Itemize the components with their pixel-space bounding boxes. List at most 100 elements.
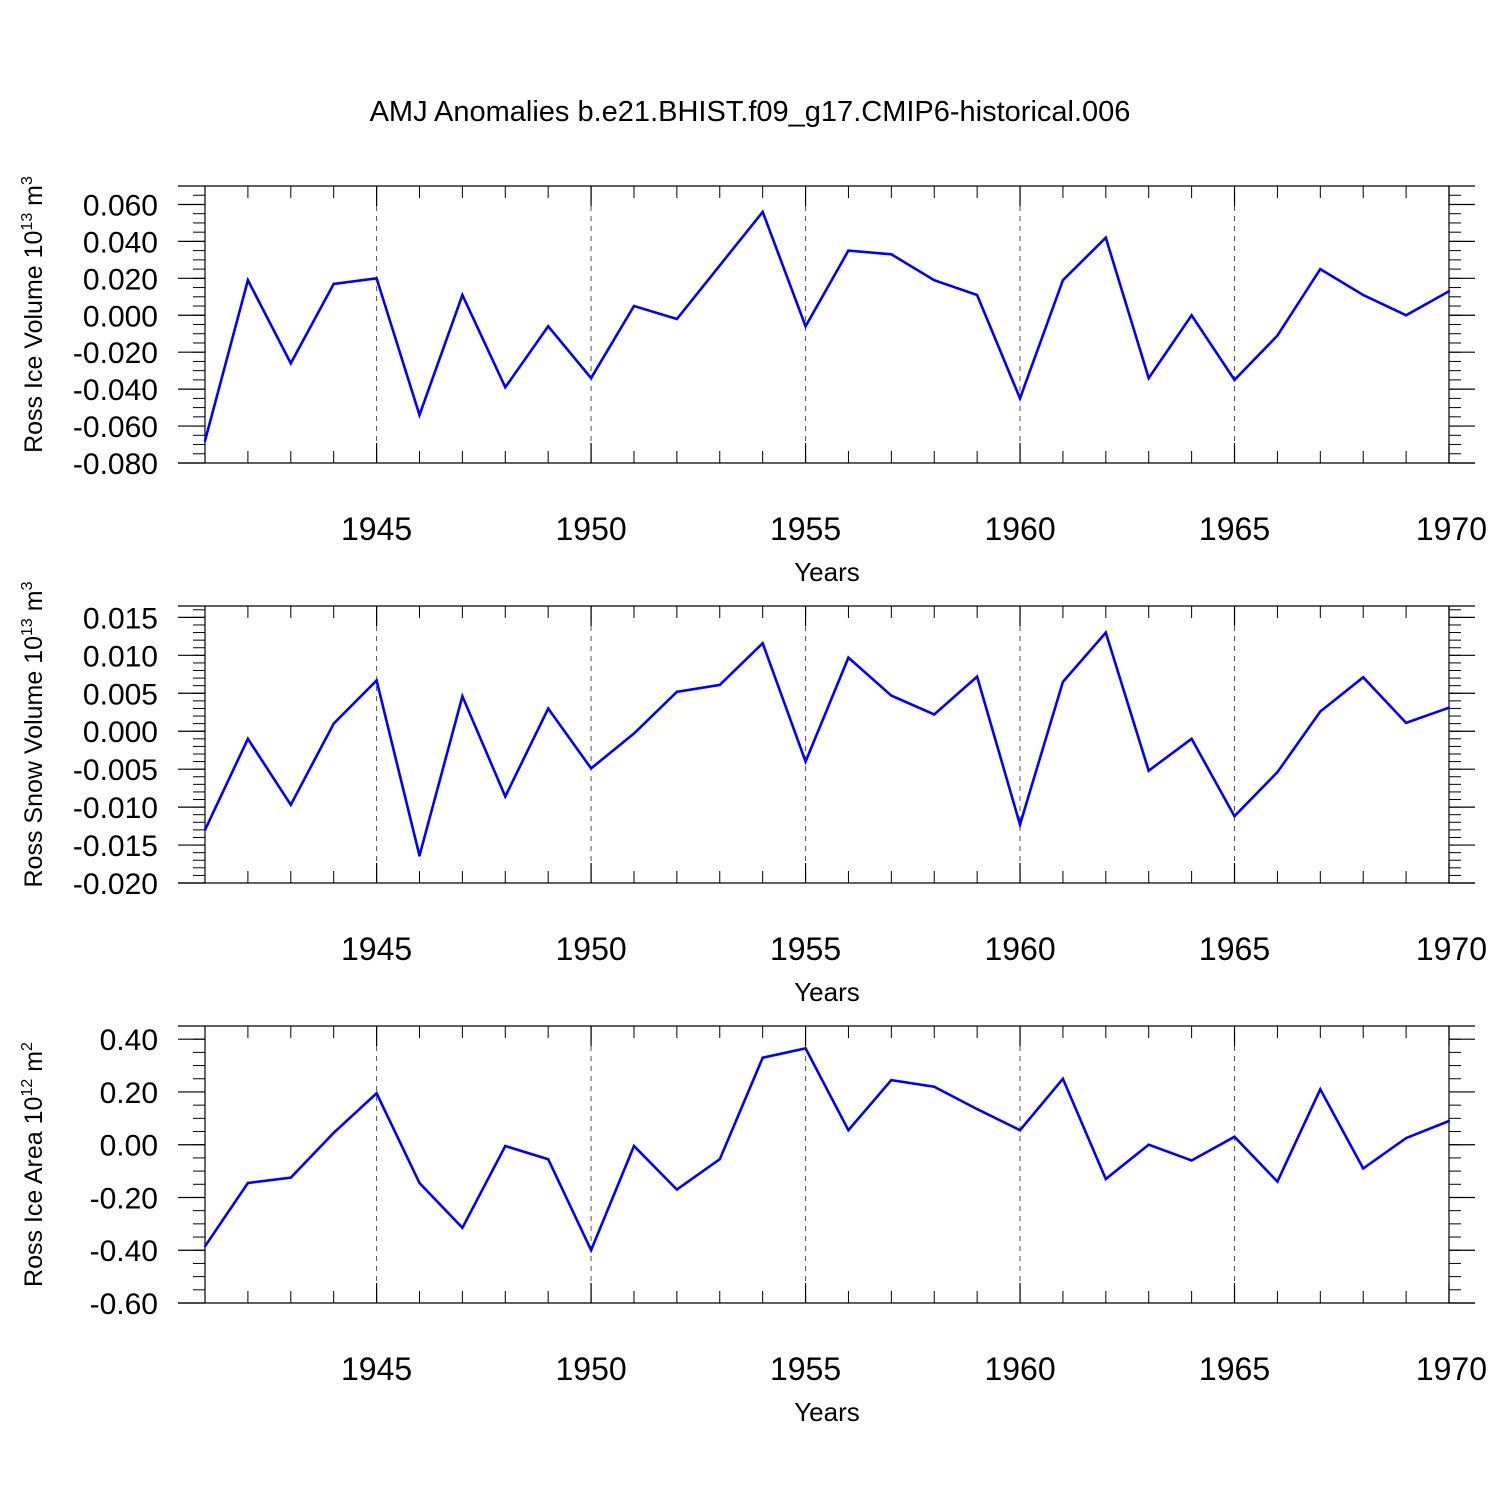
data-point	[332, 1131, 335, 1135]
data-point	[203, 439, 207, 443]
y-tick-label: -0.040	[73, 374, 158, 407]
y-tick-label: 0.040	[83, 226, 158, 259]
series-line	[203, 209, 1450, 442]
data-point	[675, 1188, 679, 1191]
data-point	[675, 690, 679, 693]
data-point	[1276, 1180, 1279, 1183]
x-tick-label: 1960	[984, 931, 1055, 967]
data-point	[546, 325, 550, 328]
x-tick-label: 1965	[1199, 931, 1270, 967]
y-tick-label: 0.40	[100, 1024, 158, 1057]
data-point	[847, 249, 850, 252]
series-line	[203, 629, 1450, 857]
y-tick-label: 0.060	[83, 189, 158, 222]
data-point	[375, 1092, 378, 1095]
data-point	[632, 304, 636, 308]
data-point	[1147, 376, 1150, 380]
data-point	[418, 413, 421, 417]
data-point	[1061, 1077, 1065, 1080]
y-tick-label: -0.015	[73, 830, 158, 863]
y-tick-label: 0.010	[83, 640, 158, 673]
data-point	[1018, 823, 1022, 826]
y-tick-label: 0.000	[83, 716, 158, 749]
y-tick-label: 0.005	[83, 678, 158, 711]
data-point	[933, 1085, 936, 1088]
x-tick-label: 1970	[1416, 931, 1487, 967]
data-point	[718, 683, 721, 687]
chart-title: AMJ Anomalies b.e21.BHIST.f09_g17.CMIP6-…	[369, 96, 1131, 128]
data-point	[1147, 769, 1150, 772]
data-point	[847, 656, 850, 659]
data-point	[890, 694, 893, 697]
data-point	[589, 1249, 593, 1252]
data-point	[1190, 1159, 1193, 1162]
data-point	[504, 386, 507, 389]
y-tick-label: -0.020	[73, 337, 158, 370]
data-point	[1018, 397, 1022, 400]
x-tick-label: 1955	[770, 931, 841, 967]
data-point	[804, 1047, 807, 1050]
data-point	[632, 732, 636, 735]
data-point	[289, 362, 292, 365]
y-axis-label: Ross Ice Area 1012 m2	[19, 1042, 48, 1287]
data-point	[933, 278, 936, 282]
data-point	[890, 1078, 893, 1082]
y-axis-label: Ross Ice Volume 1013 m3	[19, 176, 48, 453]
data-point	[375, 679, 378, 682]
data-point	[1319, 267, 1322, 271]
y-tick-label: 0.020	[83, 263, 158, 296]
x-axis-label: Years	[794, 1397, 860, 1427]
data-point	[1104, 236, 1108, 239]
data-point	[975, 1107, 979, 1111]
x-tick-label: 1960	[984, 1351, 1055, 1387]
data-point	[1447, 290, 1451, 293]
y-tick-label: -0.005	[73, 754, 158, 787]
data-point	[1276, 771, 1279, 774]
data-point	[1190, 314, 1193, 317]
data-point	[418, 854, 421, 857]
data-point	[332, 722, 335, 725]
chart-panel-3: -0.60 -0.40 -0.20 0.00 0.20 0.40 1945 1950 1955 1…	[19, 1024, 1487, 1427]
x-axis-label: Years	[794, 977, 860, 1007]
data-point	[718, 264, 721, 267]
data-point	[418, 1181, 421, 1185]
x-tick-label: 1960	[984, 511, 1055, 547]
data-point	[1362, 1167, 1365, 1170]
chart-panel-2: -0.020 -0.015 -0.010 -0.005 0.000 0.005 0.010 0…	[19, 581, 1487, 1007]
data-point	[1319, 1088, 1322, 1091]
data-point	[1447, 706, 1451, 709]
data-point	[504, 795, 507, 798]
data-point	[1233, 815, 1236, 818]
data-point	[1233, 378, 1236, 382]
data-point	[1190, 737, 1193, 741]
data-point	[1362, 676, 1365, 679]
data-point	[461, 293, 464, 297]
x-tick-label: 1945	[341, 511, 412, 547]
y-tick-label: -0.20	[90, 1182, 158, 1215]
x-tick-label: 1965	[1199, 511, 1270, 547]
data-point	[1362, 293, 1365, 297]
data-point	[1147, 1143, 1150, 1146]
data-point	[289, 803, 292, 807]
y-axis-label: Ross Snow Volume 1013 m3	[19, 581, 48, 887]
data-point	[804, 325, 807, 328]
data-point	[1276, 334, 1279, 337]
y-tick-label: -0.080	[73, 448, 158, 481]
data-point	[1061, 680, 1065, 684]
x-tick-label: 1965	[1199, 1351, 1270, 1387]
data-point	[289, 1176, 292, 1179]
chart-panel-1: -0.080 -0.060 -0.040 -0.020 0.000 0.020 0.040 0…	[19, 176, 1487, 587]
data-point	[461, 1226, 464, 1230]
data-point	[375, 277, 378, 280]
data-point	[632, 1144, 636, 1148]
data-point	[1404, 314, 1408, 317]
data-point	[546, 1158, 550, 1161]
data-point	[761, 210, 764, 214]
data-point	[847, 1129, 850, 1132]
x-axis-label: Years	[794, 557, 860, 587]
data-point	[203, 828, 207, 832]
y-tick-label: -0.60	[90, 1288, 158, 1321]
y-tick-label: -0.010	[73, 792, 158, 825]
data-point	[546, 707, 550, 710]
data-point	[761, 641, 764, 645]
